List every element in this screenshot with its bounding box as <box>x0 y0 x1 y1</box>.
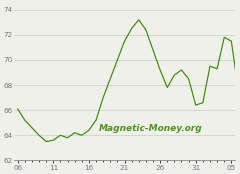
Text: Magnetic-Money.org: Magnetic-Money.org <box>99 124 203 133</box>
